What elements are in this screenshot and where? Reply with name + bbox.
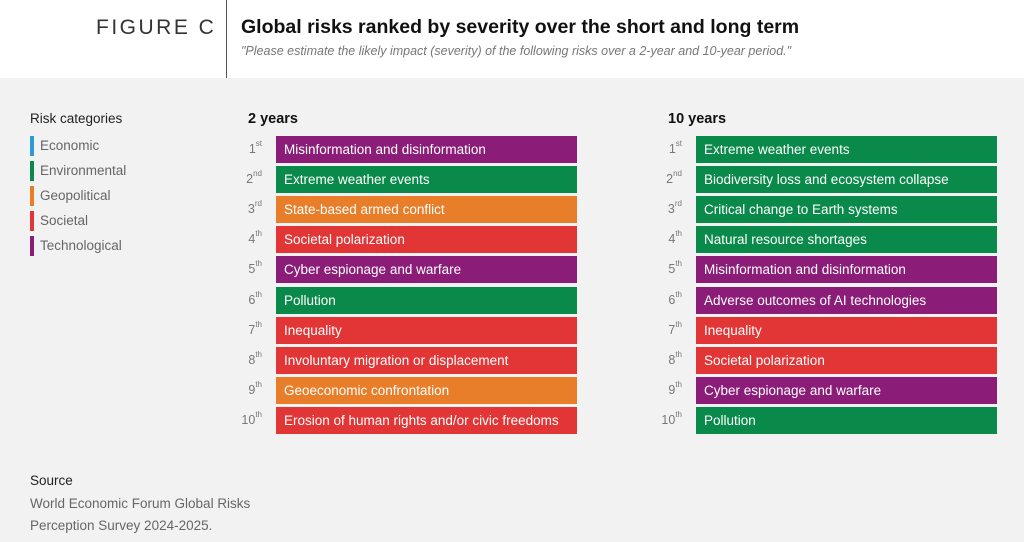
risk-bar: Natural resource shortages [696, 226, 997, 254]
legend-item-geopolitical: Geopolitical [30, 183, 126, 208]
rank-label: 5th [248, 259, 262, 277]
rank-label: 8th [668, 349, 682, 367]
risk-bar: Erosion of human rights and/or civic fre… [276, 406, 577, 434]
legend-items: Economic Environmental Geopolitical Societa… [30, 133, 126, 258]
rank-label: 1st [248, 139, 262, 156]
legend-label: Environmental [40, 163, 127, 178]
legend-swatch [30, 135, 34, 156]
risk-bar: Extreme weather events [276, 166, 577, 194]
legend-item-environmental: Environmental [30, 158, 126, 183]
rank-label: 9th [668, 379, 682, 397]
risk-bar: Cyber espionage and warfare [276, 256, 577, 284]
legend-title: Risk categories [30, 111, 123, 126]
panel-10-years: 10 years 1st Extreme weather events 2nd Bio… [661, 110, 1024, 434]
risk-bar: Involuntary migration or displacement [276, 346, 577, 374]
rank-label: 7th [668, 319, 682, 337]
rank-label: 1st [668, 139, 682, 156]
rank-label: 7th [248, 319, 262, 337]
rank-label: 9th [248, 379, 262, 397]
legend-item-economic: Economic [30, 133, 126, 158]
legend-item-societal: Societal [30, 208, 126, 233]
rank-label: 10th [661, 409, 682, 427]
panel-title: 2 years [248, 111, 298, 127]
chart-title: Global risks ranked by severity over the… [241, 16, 800, 38]
risk-bar: Adverse outcomes of AI technologies [696, 286, 997, 314]
source-label: Source [30, 473, 73, 488]
legend-swatch [30, 185, 34, 206]
rank-label: 4th [248, 229, 262, 247]
source-block: Source World Economic Forum Global Risks… [30, 470, 290, 538]
risk-bar: Pollution [696, 406, 997, 434]
figure-header: FIGURE C Global risks ranked by severity… [0, 0, 1024, 78]
figure-label: FIGURE C [96, 16, 217, 39]
risk-bar: Inequality [276, 316, 577, 344]
risk-bar: Pollution [276, 286, 577, 314]
rank-label: 3rd [247, 199, 262, 217]
legend-label: Geopolitical [40, 188, 111, 203]
risk-bar: Misinformation and disinformation [696, 256, 997, 284]
legend-swatch [30, 235, 34, 256]
rank-label: 8th [248, 349, 262, 367]
risk-bar: Extreme weather events [696, 136, 997, 163]
panel-title: 10 years [668, 111, 727, 127]
header-divider [226, 0, 227, 78]
rank-label: 3rd [667, 199, 682, 217]
rank-label: 2nd [246, 169, 262, 187]
risk-bar: Biodiversity loss and ecosystem collapse [696, 166, 997, 194]
risk-bar: Cyber espionage and warfare [696, 376, 997, 404]
legend-swatch [30, 160, 34, 181]
risk-bar: Critical change to Earth systems [696, 196, 997, 224]
rank-label: 6th [248, 289, 262, 307]
risk-bar: State-based armed conflict [276, 196, 577, 224]
legend-label: Economic [40, 138, 100, 153]
panel-2-years: 2 years 1st Misinformation and disinforma… [241, 110, 608, 434]
rank-label: 10th [241, 409, 262, 427]
rank-label: 5th [668, 259, 682, 277]
risk-bar: Societal polarization [276, 226, 577, 254]
rank-label: 2nd [666, 169, 682, 187]
legend: Risk categories Economic Environmental Geo… [30, 111, 126, 258]
source-text: World Economic Forum Global Risks Percep… [30, 495, 251, 534]
legend-item-technological: Technological [30, 233, 126, 258]
legend-swatch [30, 210, 34, 231]
risk-bar: Misinformation and disinformation [276, 136, 577, 163]
risk-bar: Geoeconomic confrontation [276, 376, 577, 404]
risk-bar: Societal polarization [696, 346, 997, 374]
chart-subtitle: "Please estimate the likely impact (seve… [241, 44, 792, 58]
legend-label: Societal [40, 213, 89, 228]
rank-label: 4th [668, 229, 682, 247]
rank-label: 6th [668, 289, 682, 307]
risk-bar: Inequality [696, 316, 997, 344]
legend-label: Technological [40, 238, 122, 253]
